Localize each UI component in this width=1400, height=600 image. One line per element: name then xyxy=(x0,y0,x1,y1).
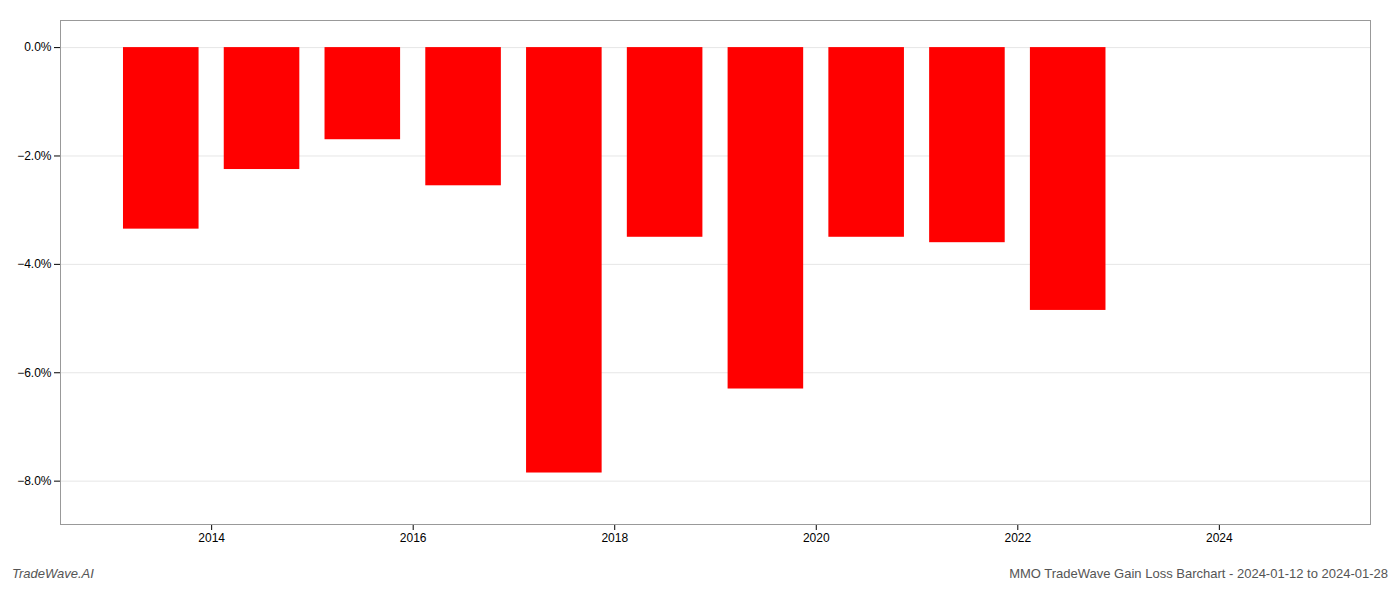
svg-text:2018: 2018 xyxy=(601,531,628,545)
svg-text:−4.0%: −4.0% xyxy=(17,257,52,271)
svg-text:−8.0%: −8.0% xyxy=(17,474,52,488)
svg-text:2022: 2022 xyxy=(1004,531,1031,545)
html-text:TradeWave.AI: TradeWave.AI xyxy=(12,566,94,581)
svg-text:0.0%: 0.0% xyxy=(24,40,52,54)
svg-text:2014: 2014 xyxy=(198,531,225,545)
svg-text:−6.0%: −6.0% xyxy=(17,366,52,380)
svg-text:2016: 2016 xyxy=(400,531,427,545)
svg-text:2020: 2020 xyxy=(803,531,830,545)
html-text:MMO TradeWave Gain Loss Barcha: MMO TradeWave Gain Loss Barchart - 2024-… xyxy=(1009,566,1388,581)
svg-text:−2.0%: −2.0% xyxy=(17,149,52,163)
svg-text:2024: 2024 xyxy=(1206,531,1233,545)
